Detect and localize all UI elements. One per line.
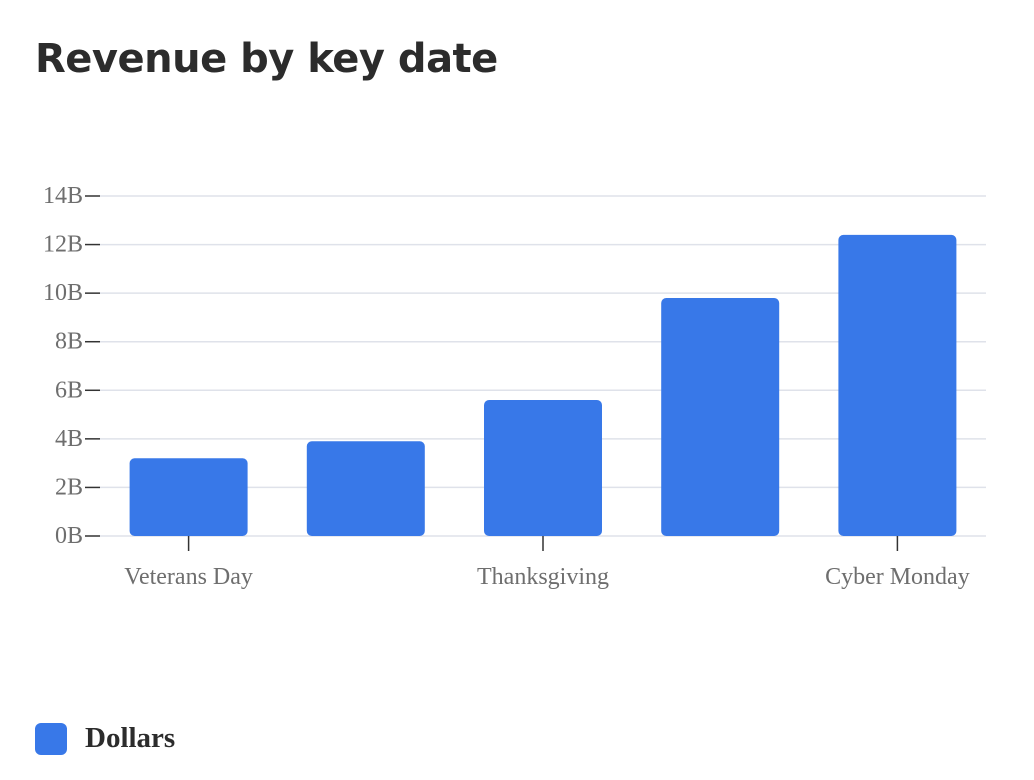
legend-label: Dollars xyxy=(85,722,176,754)
y-tick-label: 2B xyxy=(55,474,83,500)
bar xyxy=(306,441,425,536)
y-tick-label: 8B xyxy=(55,329,83,355)
x-tick-label: Thanksgiving xyxy=(477,564,609,590)
bar xyxy=(661,298,780,536)
legend: Dollars xyxy=(35,722,175,755)
bar-chart: 0B 2B 4B 6B 8B 10B 12B 14B Veterans Day Thanksgiv… xyxy=(43,183,986,590)
x-tick-label: Veterans Day xyxy=(124,564,253,590)
chart-title: Revenue by key date xyxy=(35,36,498,82)
bar xyxy=(838,234,957,536)
bar xyxy=(484,400,602,536)
legend-swatch xyxy=(35,722,67,755)
y-tick-label: 4B xyxy=(55,426,83,452)
y-tick-label: 6B xyxy=(55,377,83,403)
bar xyxy=(129,458,248,536)
x-tick-label: Cyber Monday xyxy=(825,564,970,590)
y-tick-label: 14B xyxy=(43,183,83,209)
y-tick-label: 12B xyxy=(43,232,83,258)
y-tick-label: 0B xyxy=(55,523,83,549)
y-tick-label: 10B xyxy=(43,280,83,306)
